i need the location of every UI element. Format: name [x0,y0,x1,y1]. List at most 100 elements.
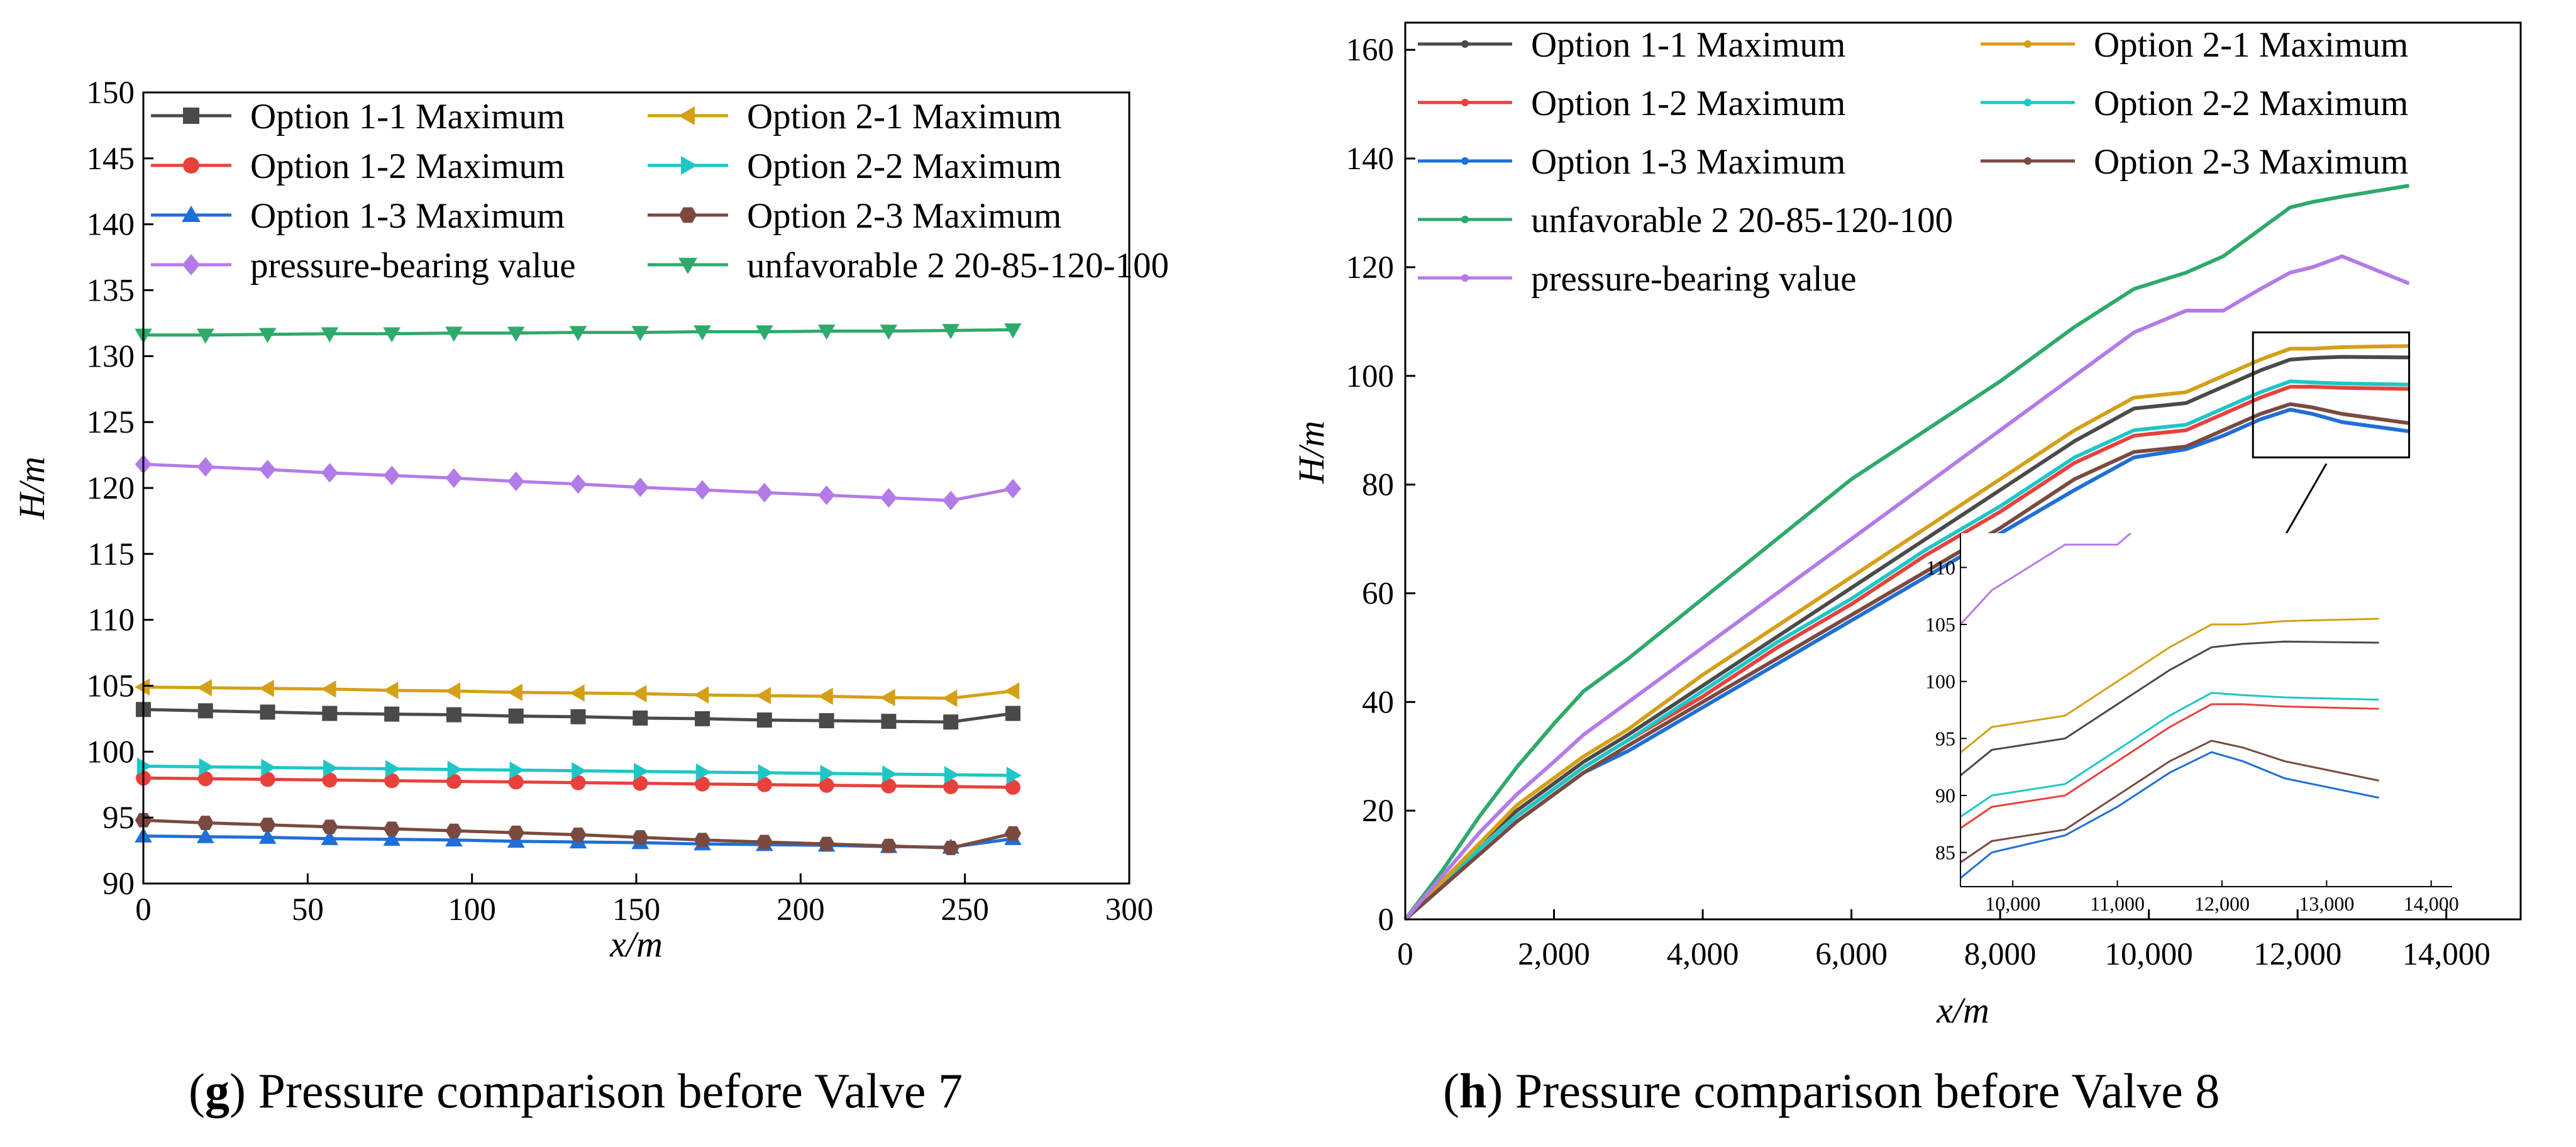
chart-h-inset-y-tick-label: 105 [1925,613,1955,636]
chart-h-legend-item: Option 2-3 Maximum [1981,142,2408,182]
chart-h-inset-x-tick-label: 10,000 [1985,892,2040,915]
chart-g-point [135,678,150,696]
chart-g-point [136,757,152,775]
chart-h-legend-item: Option 2-1 Maximum [1981,25,2408,65]
chart-g-y-tick-label: 115 [87,537,135,572]
chart-g-legend-item: pressure-bearing value [151,246,576,285]
chart-g-point [943,779,959,794]
chart-g-point [447,760,463,779]
chart-g-legend-item: Option 1-1 Maximum [151,97,565,136]
chart-g-point [880,838,897,853]
chart-g-y-axis-label: H/m [11,457,52,520]
caption-g-letter: g [204,1063,229,1118]
chart-g-legend-label: Option 1-1 Maximum [250,97,565,136]
chart-g-point [322,706,338,721]
chart-h-y-tick-label: 40 [1362,685,1394,720]
chart-h-y-tick-label: 0 [1378,902,1395,938]
chart-g-point [572,762,587,780]
chart-h-inset-y-tick-label: 100 [1925,670,1955,693]
chart-g-point [756,482,773,502]
chart-g-y-tick-label: 95 [102,801,135,836]
chart-h-y-axis-label: H/m [1291,421,1332,484]
chart-h-inset-line-option-2-1-maximum [1960,618,2379,754]
chart-g-x-tick-label: 0 [135,892,152,928]
chart-h-inset-line-option-1-2-maximum [1960,703,2379,829]
chart-g-point [634,762,650,780]
chart-h-x-tick-label: 10,000 [2105,937,2193,972]
chart-g-point [631,326,650,341]
chart-g-legend-item: Option 2-1 Maximum [648,97,1061,136]
chart-g-point [259,460,276,480]
chart-h-line-option-2-2-maximum [1404,379,2409,921]
chart-g-y-tick-label: 125 [87,405,135,440]
chart-g-point [383,821,401,836]
chart-h-y-tick-label: 120 [1346,250,1395,285]
caption-g: (g) Pressure comparison before Valve 7 [189,1063,963,1118]
chart-g-point [446,707,462,723]
chart-g-point [942,490,959,511]
chart-h-inset-y-tick-label: 85 [1935,841,1955,864]
chart-h-y-tick-label: 100 [1346,359,1395,394]
chart-g-x-tick-label: 50 [292,892,324,928]
chart-h-legend-label: pressure-bearing value [1531,259,1857,299]
chart-h-inset-x-tick-label: 14,000 [2404,892,2459,915]
chart-g-x-tick-label: 100 [448,892,496,928]
chart-g-series-option-2-2-maximum [136,757,1022,784]
chart-g-point [445,326,463,342]
chart-g-y-tick-label: 150 [87,75,135,111]
chart-g-point [197,771,213,787]
chart-h-line-pressure-bearing-value [1403,254,2410,921]
chart-h-x-tick-label: 12,000 [2253,937,2341,972]
chart-g-point [321,819,338,834]
chart-h-legend-marker [2024,40,2032,48]
chart-h-x-axis-label: x/m [1936,990,1989,1031]
chart-h-inset-line-option-1-1-maximum [1960,640,2379,777]
chart-g-point [445,831,463,847]
chart-h-inset-y-tick-label: 95 [1935,727,1955,750]
chart-h-x-tick-label: 0 [1397,937,1413,972]
chart-g-point [1004,682,1020,700]
chart-g-point [321,327,339,343]
chart-g-point [819,777,834,793]
chart-g-y-tick-label: 140 [87,208,135,243]
chart-g-point [820,765,836,782]
chart-h-legend-marker [1461,99,1469,106]
chart-g-point [633,775,648,791]
chart-g-point [569,684,585,702]
chart-h-inset-background [1960,533,2452,887]
chart-g-legend-label: unfavorable 2 20-85-120-100 [747,246,1169,285]
chart-g-series-option-2-3-maximum [135,812,1022,855]
chart-h-inset-x-tick-label: 11,000 [2090,892,2145,915]
chart-h-legend-item: Option 1-1 Maximum [1418,25,1845,65]
chart-h-x-tick-label: 6,000 [1815,937,1888,972]
chart-g-point [818,485,835,506]
chart-g-point [817,687,833,706]
chart-g-point [756,712,772,728]
chart-g-legend-marker [678,257,697,274]
chart-g-point [385,760,401,778]
chart-h-line-unfavorable-2-20-85-120-100 [1403,184,2410,921]
chart-g-point [260,772,275,787]
chart-h-legend-label: Option 1-1 Maximum [1531,25,1845,65]
chart-g-y-tick-label: 105 [87,669,135,704]
chart-h-inset-x-tick-label: 12,000 [2194,892,2250,915]
chart-g-point [321,680,336,698]
chart-g-point [196,828,214,843]
chart-g-legend-marker [182,254,201,275]
chart-g-point [507,825,524,840]
chart-g-point [880,488,897,508]
chart-g-x-axis-label: x/m [609,924,663,965]
chart-g-point [942,689,958,707]
chart-g-point [259,817,276,833]
chart-g-point [633,710,648,726]
chart-h-legend-marker [2024,157,2032,165]
chart-g-y-tick-label: 135 [87,274,135,309]
chart-g-legend-item: unfavorable 2 20-85-120-100 [648,246,1169,285]
chart-g-y-tick-label: 100 [87,734,135,770]
chart-g-point [758,764,773,782]
chart-g-point [383,465,401,485]
caption-h-letter: h [1459,1063,1487,1118]
chart-h-legend-item: unfavorable 2 20-85-120-100 [1418,201,1953,240]
chart-h-legend-item: Option 1-2 Maximum [1418,84,1845,123]
